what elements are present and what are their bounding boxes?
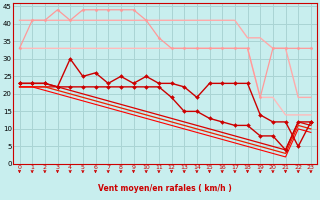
X-axis label: Vent moyen/en rafales ( km/h ): Vent moyen/en rafales ( km/h ) (98, 184, 232, 193)
